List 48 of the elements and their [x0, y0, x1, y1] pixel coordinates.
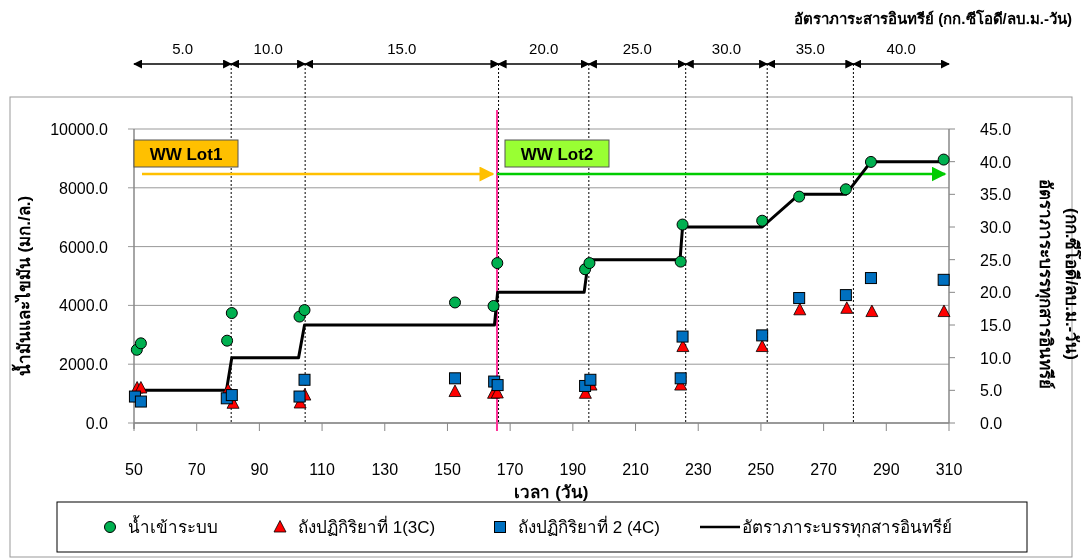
- text: 10.0: [253, 40, 283, 57]
- y2-tick-label: 5.0: [980, 382, 1003, 400]
- y-tick-label: 2000.0: [59, 356, 109, 374]
- y-tick-label: 8000.0: [59, 179, 109, 197]
- x-axis-title: เวลา (วัน): [514, 483, 589, 502]
- y2-tick-label: 15.0: [980, 317, 1012, 334]
- y-axis-title: น้ำมันและไขมัน (มก./ล.): [11, 195, 34, 377]
- annotation: WW Lot1: [149, 145, 223, 164]
- text: 30.0: [711, 40, 742, 57]
- text: 20.0: [529, 40, 559, 57]
- y-tick-label: 10000.0: [50, 121, 109, 138]
- y2-tick-label: 20.0: [980, 284, 1012, 302]
- y2-axis-title: อัตราภาระบรรทุกสารอินทรีย์ (กก.ซีโอดี/ลบ.ม.-วัน): [1035, 179, 1081, 389]
- y2-tick-label: 30.0: [980, 219, 1012, 236]
- x-tick-label: 70: [187, 461, 206, 478]
- x-tick-label: 270: [810, 461, 838, 478]
- legend-label: ถังปฏิกิริยาที่ 1(3C): [298, 515, 436, 537]
- y2-tick-label: 10.0: [980, 349, 1012, 367]
- x-tick-label: 230: [684, 461, 712, 478]
- x-tick-label: 250: [747, 461, 775, 478]
- legend-label: ถังปฏิกิริยาที่ 2 (4C): [518, 515, 660, 537]
- y2-tick-label: 25.0: [980, 251, 1012, 269]
- x-tick-label: 90: [250, 461, 269, 478]
- text: 15.0: [387, 40, 417, 57]
- x-tick-label: 170: [496, 461, 524, 478]
- x-tick-label: 310: [935, 461, 963, 478]
- text: อัตราภาระสารอินทรีย์ (กก.ซีโอดี/ลบ.ม.-วัน): [794, 9, 1072, 27]
- y2-tick-label: 45.0: [980, 121, 1012, 138]
- x-tick-label: 50: [125, 461, 143, 478]
- x-tick-label: 150: [434, 461, 461, 478]
- y2-tick-label: 0.0: [980, 415, 1003, 432]
- text: 40.0: [886, 40, 916, 57]
- x-tick-label: 130: [371, 461, 399, 478]
- x-tick-label: 290: [872, 461, 900, 478]
- x-tick-label: 210: [622, 461, 649, 478]
- y2-tick-label: 40.0: [980, 153, 1012, 171]
- text: 5.0: [172, 40, 194, 57]
- y-tick-label: 0.0: [85, 415, 109, 432]
- y-tick-label: 4000.0: [59, 297, 109, 315]
- x-tick-label: 110: [309, 461, 335, 478]
- x-tick-label: 190: [559, 461, 587, 478]
- y-tick-label: 6000.0: [59, 238, 109, 256]
- legend-label: น้ำเข้าระบบ: [128, 515, 218, 537]
- text: 25.0: [622, 40, 652, 57]
- annotation: WW Lot2: [520, 145, 594, 164]
- y2-tick-label: 35.0: [980, 186, 1012, 204]
- legend-label: อัตราภาระบรรทุกสารอินทรีย์: [742, 518, 952, 538]
- text: 35.0: [795, 40, 825, 57]
